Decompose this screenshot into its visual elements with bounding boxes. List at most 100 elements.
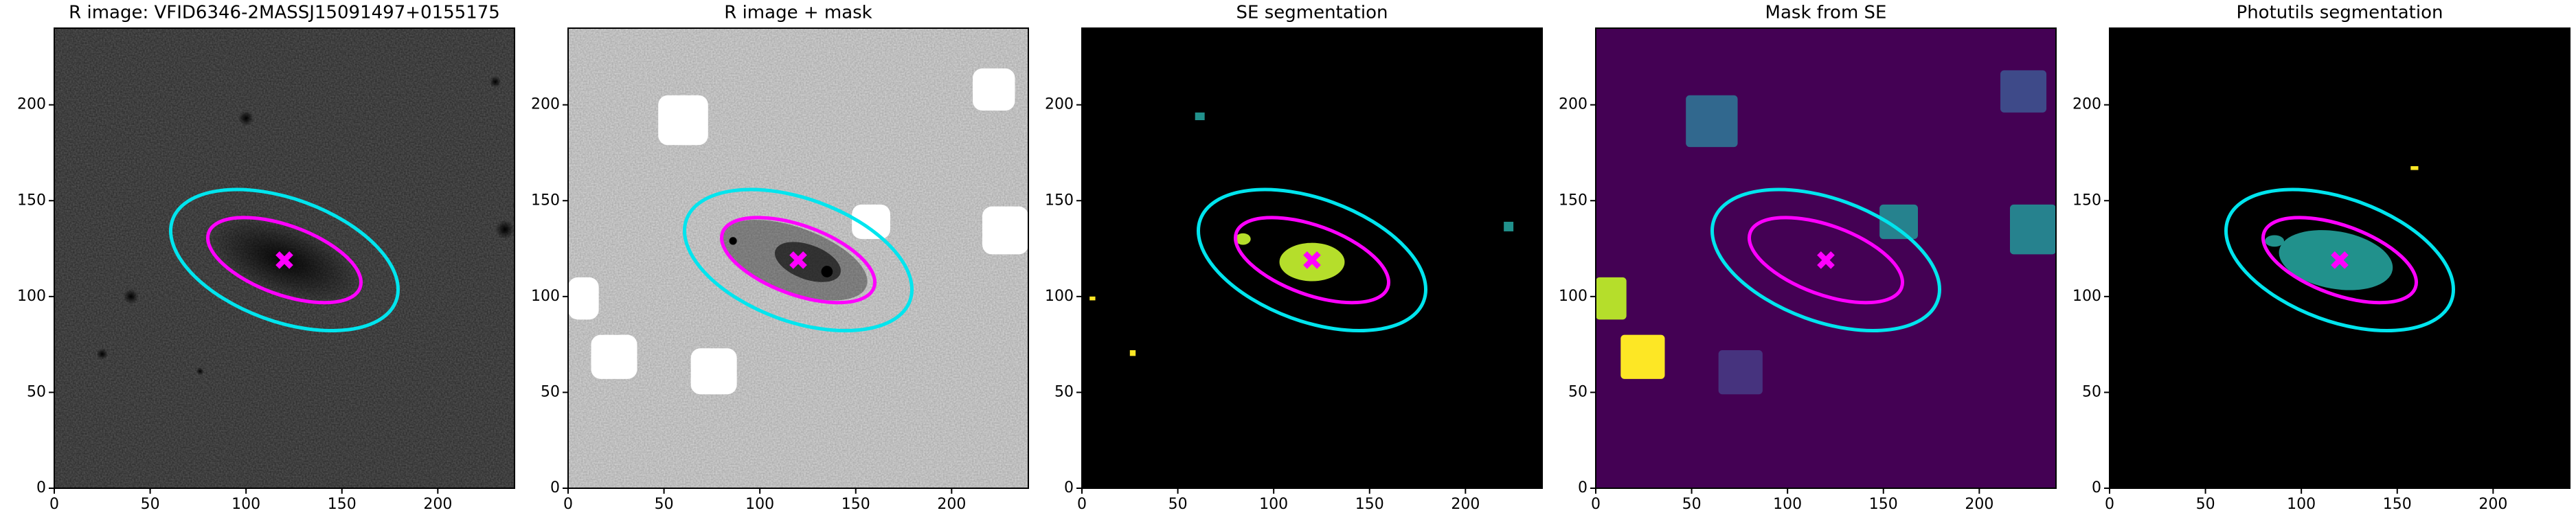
panel: R image + mask 0 50 100 150 200 0 50 100 150 200 bbox=[531, 3, 1029, 513]
x-tick-label: 0 bbox=[2105, 496, 2114, 513]
x-tick-label: 200 bbox=[2478, 496, 2507, 513]
blob bbox=[2265, 235, 2285, 247]
center-marker bbox=[1303, 251, 1321, 269]
x-tick-label: 0 bbox=[49, 496, 59, 513]
mask-region bbox=[2010, 204, 2056, 255]
blob bbox=[821, 266, 833, 277]
blob bbox=[196, 367, 204, 376]
mask-region bbox=[852, 204, 890, 240]
aperture-ellipse bbox=[683, 187, 914, 333]
aperture-ellipse bbox=[2261, 216, 2419, 305]
panel-title: R image: VFID6346-2MASSJ15091497+0155175 bbox=[69, 3, 500, 23]
y-tick-label: 150 bbox=[17, 192, 46, 209]
mask-region bbox=[1879, 204, 1918, 240]
panel-title: SE segmentation bbox=[1236, 3, 1388, 23]
image bbox=[54, 28, 515, 488]
center-marker bbox=[1817, 251, 1835, 269]
blob bbox=[123, 288, 139, 305]
x-tick-label: 150 bbox=[328, 496, 357, 513]
x-tick-label: 50 bbox=[1168, 496, 1188, 513]
mask-region bbox=[690, 348, 737, 395]
x-tick-label: 50 bbox=[141, 496, 160, 513]
panel: Mask from SE 0 50 100 150 200 0 50 100 150 200 bbox=[1559, 3, 2057, 513]
image bbox=[1596, 28, 2056, 488]
aperture-ellipse bbox=[1747, 216, 1905, 305]
aperture-ellipse bbox=[1710, 187, 1941, 333]
image bbox=[1082, 28, 1542, 488]
blob bbox=[729, 237, 737, 245]
x-tick-label: 150 bbox=[1869, 496, 1898, 513]
panel-title: R image + mask bbox=[724, 3, 872, 23]
x-tick-label: 200 bbox=[423, 496, 452, 513]
axes-frame bbox=[54, 27, 515, 489]
y-tick-label: 0 bbox=[1064, 479, 1074, 496]
mask-region bbox=[1596, 277, 1627, 320]
x-tick-label: 100 bbox=[1773, 496, 1802, 513]
x-tick-label: 100 bbox=[2287, 496, 2316, 513]
aperture-ellipse bbox=[719, 216, 877, 305]
y-tick-label: 50 bbox=[1568, 383, 1588, 400]
y-tick-label: 200 bbox=[531, 96, 560, 113]
blob bbox=[489, 76, 501, 88]
blob bbox=[1235, 233, 1251, 245]
y-tick-label: 0 bbox=[36, 479, 46, 496]
x-tick-label: 150 bbox=[841, 496, 870, 513]
y-tick-label: 50 bbox=[1054, 383, 1074, 400]
mask-region bbox=[568, 277, 599, 320]
mask-region bbox=[2410, 166, 2419, 170]
y-tick-label: 0 bbox=[1578, 479, 1588, 496]
mask-region bbox=[1718, 350, 1763, 395]
mask-region bbox=[982, 206, 1028, 255]
aperture-ellipse bbox=[205, 216, 363, 305]
x-tick-label: 50 bbox=[1682, 496, 1702, 513]
mask-region bbox=[658, 95, 708, 146]
aperture-ellipse bbox=[1233, 216, 1391, 305]
mask-region bbox=[1089, 296, 1096, 301]
y-tick-label: 150 bbox=[1559, 192, 1588, 209]
blob bbox=[238, 111, 254, 126]
mask-region bbox=[1620, 334, 1665, 379]
center-marker bbox=[275, 251, 293, 269]
y-tick-label: 100 bbox=[1045, 288, 1074, 305]
y-tick-label: 150 bbox=[1045, 192, 1074, 209]
image bbox=[568, 28, 1028, 488]
y-tick-label: 200 bbox=[17, 96, 46, 113]
mask-region bbox=[2000, 70, 2047, 113]
y-tick-label: 150 bbox=[2072, 192, 2101, 209]
x-tick-label: 100 bbox=[231, 496, 260, 513]
y-tick-label: 50 bbox=[541, 383, 560, 400]
x-tick-label: 200 bbox=[937, 496, 966, 513]
x-tick-label: 100 bbox=[1259, 496, 1288, 513]
aperture-ellipse bbox=[2224, 187, 2455, 333]
mask-region bbox=[1686, 95, 1738, 148]
axes-frame bbox=[1081, 27, 1543, 489]
mask-region bbox=[1195, 112, 1205, 120]
x-tick-label: 150 bbox=[2383, 496, 2412, 513]
mask-region bbox=[1129, 350, 1136, 356]
axes-frame bbox=[2109, 27, 2571, 489]
panel: R image: VFID6346-2MASSJ15091497+0155175… bbox=[17, 3, 515, 513]
x-tick-label: 0 bbox=[1077, 496, 1087, 513]
x-tick-label: 200 bbox=[1451, 496, 1480, 513]
y-tick-label: 150 bbox=[531, 192, 560, 209]
axes-frame bbox=[567, 27, 1029, 489]
center-marker bbox=[2331, 251, 2349, 269]
y-tick-label: 200 bbox=[1559, 96, 1588, 113]
x-tick-label: 200 bbox=[1965, 496, 1993, 513]
blob bbox=[495, 220, 515, 240]
y-tick-label: 100 bbox=[1559, 288, 1588, 305]
axes-frame bbox=[1595, 27, 2057, 489]
y-tick-label: 100 bbox=[17, 288, 46, 305]
x-tick-label: 100 bbox=[745, 496, 774, 513]
mask-region bbox=[591, 334, 637, 379]
blob bbox=[96, 348, 109, 360]
y-tick-label: 100 bbox=[531, 288, 560, 305]
mask-region bbox=[973, 68, 1015, 111]
aperture-ellipse bbox=[169, 187, 400, 333]
y-tick-label: 100 bbox=[2072, 288, 2101, 305]
y-tick-label: 200 bbox=[1045, 96, 1074, 113]
panel: Photutils segmentation 0 50 100 150 200 0 50 100… bbox=[2072, 3, 2571, 513]
image bbox=[2110, 28, 2570, 488]
aperture-ellipse bbox=[1197, 187, 1427, 333]
